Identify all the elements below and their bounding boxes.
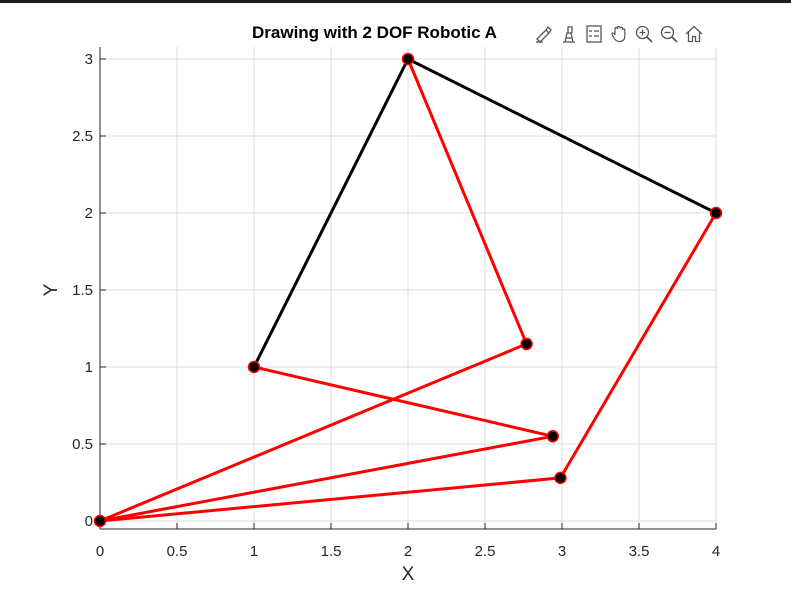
- y-axis-label: Y: [41, 283, 62, 296]
- y-tick-label: 0: [85, 513, 93, 530]
- legend-button[interactable]: [583, 23, 605, 45]
- x-tick-label: 2: [404, 543, 412, 560]
- zoom-in-icon: [635, 25, 653, 43]
- plot-markers: [93, 52, 723, 528]
- data-tips-button[interactable]: [558, 23, 580, 45]
- zoom-out-icon: [660, 25, 678, 43]
- y-tick-label: 3: [85, 51, 93, 68]
- zoom-out-button[interactable]: [658, 23, 680, 45]
- x-tick-label: 0.5: [167, 543, 188, 560]
- y-tick-label: 1.5: [72, 282, 93, 299]
- data-point-marker: [554, 471, 567, 485]
- y-tick-label: 2.5: [72, 128, 93, 145]
- x-tick-label: 3: [558, 543, 566, 560]
- x-axis-label: X: [402, 564, 415, 585]
- data-point-marker: [709, 206, 723, 220]
- zoom-in-button[interactable]: [633, 23, 655, 45]
- data-point-marker: [520, 337, 533, 351]
- home-icon: [685, 25, 703, 43]
- data-point-marker: [546, 430, 560, 443]
- x-tick-label: 4: [712, 543, 720, 560]
- data-point-marker: [401, 52, 415, 66]
- brush-icon: [536, 25, 552, 43]
- plot-title: Drawing with 2 DOF Robotic A: [252, 23, 497, 42]
- pan-icon: [611, 25, 626, 43]
- x-tick-label: 1.5: [321, 543, 342, 560]
- y-tick-label: 2: [85, 205, 93, 222]
- x-tick-label: 1: [250, 543, 258, 560]
- x-tick-label: 0: [96, 543, 104, 560]
- data-point-marker: [247, 360, 261, 374]
- x-tick-label: 3.5: [629, 543, 650, 560]
- legend-icon: [586, 25, 602, 43]
- x-tick-label: 2.5: [475, 543, 496, 560]
- pan-button[interactable]: [608, 23, 630, 45]
- restore-view-button[interactable]: [683, 23, 705, 45]
- x-axis-ticks: 0 0.5 1 1.5 2 2.5 3 3.5 4: [96, 523, 720, 560]
- grid: [99, 47, 717, 529]
- window-top-border: [0, 0, 791, 3]
- arm-path-line: [252, 365, 555, 438]
- data-point-marker: [93, 514, 107, 528]
- y-tick-label: 0.5: [72, 436, 93, 453]
- y-tick-label: 1: [85, 359, 93, 376]
- axes-toolbar: [533, 20, 717, 48]
- data-tips-icon: [563, 26, 575, 43]
- y-axis-ticks: 0 0.5 1 1.5 2 2.5 3: [72, 51, 106, 530]
- brush-button[interactable]: [533, 23, 555, 45]
